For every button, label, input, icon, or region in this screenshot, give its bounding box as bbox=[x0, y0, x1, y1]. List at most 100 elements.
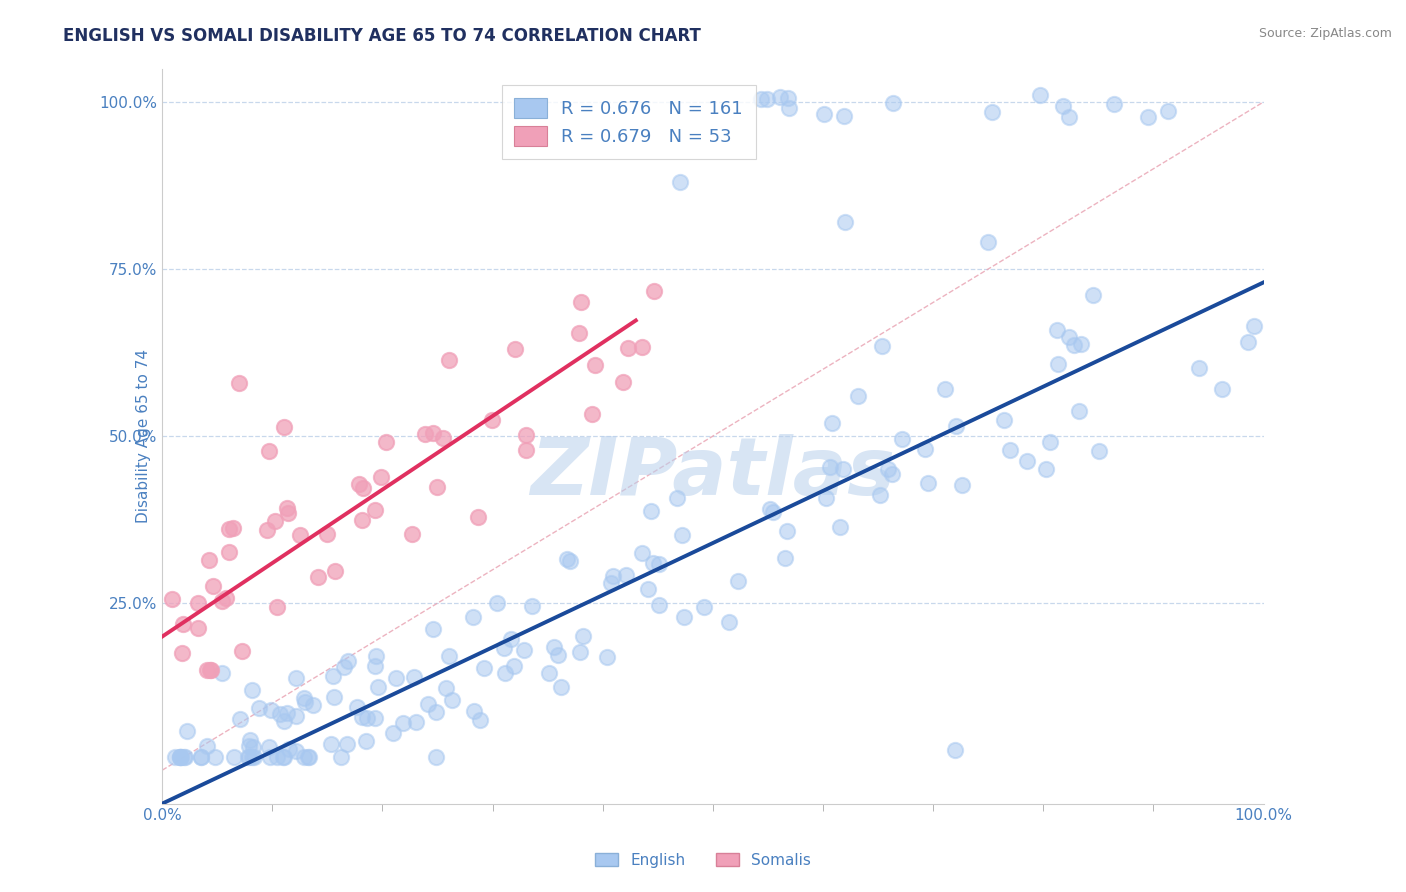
Point bbox=[776, 524, 799, 539]
Point bbox=[558, 554, 581, 568]
Point bbox=[869, 488, 891, 502]
Point bbox=[980, 104, 1002, 119]
Point bbox=[165, 749, 187, 764]
Point bbox=[294, 695, 316, 709]
Point bbox=[1157, 104, 1180, 119]
Point bbox=[1136, 110, 1159, 124]
Point bbox=[755, 92, 778, 106]
Point bbox=[231, 643, 253, 657]
Point bbox=[671, 528, 693, 542]
Point bbox=[441, 693, 464, 707]
Point bbox=[637, 582, 659, 596]
Point bbox=[276, 500, 298, 515]
Point bbox=[547, 648, 569, 663]
Point bbox=[749, 92, 772, 106]
Point bbox=[555, 552, 578, 566]
Point bbox=[195, 739, 218, 754]
Point bbox=[211, 666, 233, 681]
Point bbox=[437, 648, 460, 663]
Point bbox=[176, 723, 198, 738]
Point bbox=[832, 109, 855, 123]
Point bbox=[273, 419, 295, 434]
Point bbox=[256, 523, 278, 537]
Point bbox=[418, 698, 440, 712]
Point bbox=[364, 503, 387, 517]
Point bbox=[641, 556, 664, 570]
Point bbox=[775, 550, 797, 565]
Point bbox=[537, 665, 560, 680]
Point bbox=[870, 339, 893, 353]
Point bbox=[239, 732, 262, 747]
Point bbox=[543, 640, 565, 655]
Point bbox=[198, 552, 221, 566]
Point bbox=[284, 708, 307, 723]
Point bbox=[202, 579, 225, 593]
Point bbox=[882, 96, 904, 111]
Point bbox=[170, 647, 193, 661]
Point bbox=[917, 475, 939, 490]
Point bbox=[778, 91, 800, 105]
Point bbox=[821, 416, 844, 430]
Point bbox=[1211, 382, 1233, 396]
Point bbox=[669, 175, 692, 189]
Point bbox=[1015, 453, 1038, 467]
Point bbox=[1039, 435, 1062, 450]
Legend: R = 0.676   N = 161, R = 0.679   N = 53: R = 0.676 N = 161, R = 0.679 N = 53 bbox=[502, 85, 755, 159]
Point bbox=[617, 341, 640, 355]
Point bbox=[434, 681, 457, 695]
Point bbox=[832, 462, 855, 476]
Point bbox=[240, 682, 263, 697]
Point bbox=[648, 557, 671, 571]
Point bbox=[890, 432, 912, 446]
Point bbox=[307, 570, 329, 584]
Point bbox=[1046, 357, 1069, 371]
Point bbox=[238, 749, 260, 764]
Point bbox=[356, 711, 378, 725]
Point bbox=[162, 592, 184, 607]
Point bbox=[834, 215, 856, 229]
Point bbox=[813, 107, 835, 121]
Point bbox=[1070, 337, 1092, 351]
Point bbox=[271, 749, 294, 764]
Point bbox=[336, 654, 359, 668]
Point bbox=[257, 443, 280, 458]
Point bbox=[292, 690, 315, 705]
Point bbox=[425, 705, 447, 719]
Point bbox=[169, 749, 191, 764]
Point bbox=[347, 477, 370, 491]
Point bbox=[569, 295, 592, 310]
Point bbox=[211, 594, 233, 608]
Point bbox=[1035, 461, 1057, 475]
Point bbox=[759, 502, 782, 516]
Point bbox=[762, 505, 785, 519]
Point bbox=[404, 670, 426, 684]
Point bbox=[276, 706, 298, 720]
Point bbox=[1067, 404, 1090, 418]
Point bbox=[648, 598, 671, 612]
Point bbox=[717, 615, 740, 629]
Point bbox=[515, 443, 537, 458]
Point bbox=[264, 514, 287, 528]
Point bbox=[494, 666, 516, 681]
Point bbox=[945, 419, 967, 434]
Point bbox=[998, 443, 1021, 458]
Point bbox=[391, 715, 413, 730]
Point bbox=[468, 713, 491, 727]
Point bbox=[880, 467, 903, 481]
Point bbox=[463, 609, 485, 624]
Y-axis label: Disability Age 65 to 74: Disability Age 65 to 74 bbox=[136, 349, 150, 523]
Point bbox=[612, 375, 634, 389]
Point bbox=[631, 546, 654, 560]
Point bbox=[950, 478, 973, 492]
Point bbox=[352, 709, 374, 723]
Point bbox=[277, 507, 299, 521]
Point bbox=[240, 749, 263, 764]
Point bbox=[228, 376, 250, 390]
Point bbox=[222, 749, 245, 764]
Point bbox=[385, 672, 408, 686]
Point bbox=[828, 520, 851, 534]
Point bbox=[315, 527, 337, 541]
Point bbox=[727, 574, 749, 589]
Point bbox=[266, 749, 288, 764]
Point bbox=[366, 648, 388, 663]
